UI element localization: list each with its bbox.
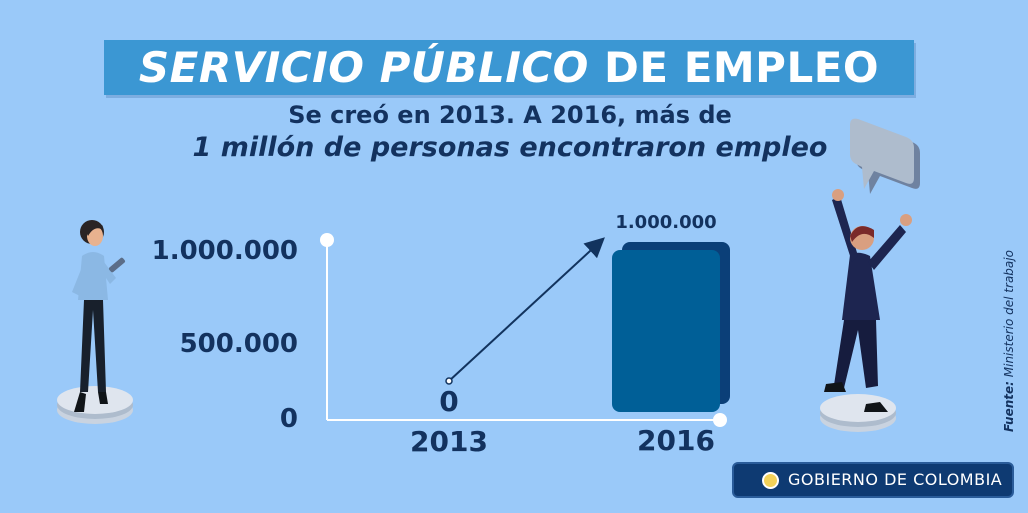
title-part1: SERVICIO PÚBLICO [138, 43, 589, 92]
x-tick-label-2016: 2016 [637, 424, 715, 457]
growth-arrow [448, 237, 605, 382]
subtitle-line2: 1 millón de personas encontraron empleo [192, 132, 828, 163]
y-tick-label-500000: 500.000 [179, 329, 298, 359]
y-tick-label-1000000: 1.000.000 [151, 236, 298, 266]
data-label-2013: 0 [439, 385, 459, 418]
source-label: Fuente: [1002, 381, 1016, 432]
growth-arrow-start [445, 377, 453, 385]
colombia-emblem-icon [762, 472, 779, 489]
man-figure-illustration [820, 189, 912, 432]
x-tick-label-2013: 2013 [410, 425, 488, 458]
title-banner: SERVICIO PÚBLICO DE EMPLEO [104, 40, 914, 95]
source-note: Fuente: Ministerio del trabajo [1002, 250, 1016, 432]
source-text: Ministerio del trabajo [1002, 250, 1016, 382]
title-part2: DE EMPLEO [588, 43, 880, 92]
woman-figure-illustration [57, 220, 133, 424]
speech-bubble-icon [850, 118, 920, 194]
data-label-2016: 1.000.000 [615, 212, 717, 233]
subtitle-line1: Se creó en 2013. A 2016, más de [288, 101, 732, 129]
y-axis-end-dot [320, 233, 334, 247]
x-axis-end-dot [713, 413, 727, 427]
gobierno-label: GOBIERNO DE COLOMBIA [788, 470, 1003, 489]
y-tick-label-0: 0 [279, 404, 298, 434]
bar-2016 [612, 250, 720, 412]
gobierno-de-colombia-badge: GOBIERNO DE COLOMBIA [732, 462, 1014, 498]
page-title: SERVICIO PÚBLICO DE EMPLEO [104, 40, 914, 95]
